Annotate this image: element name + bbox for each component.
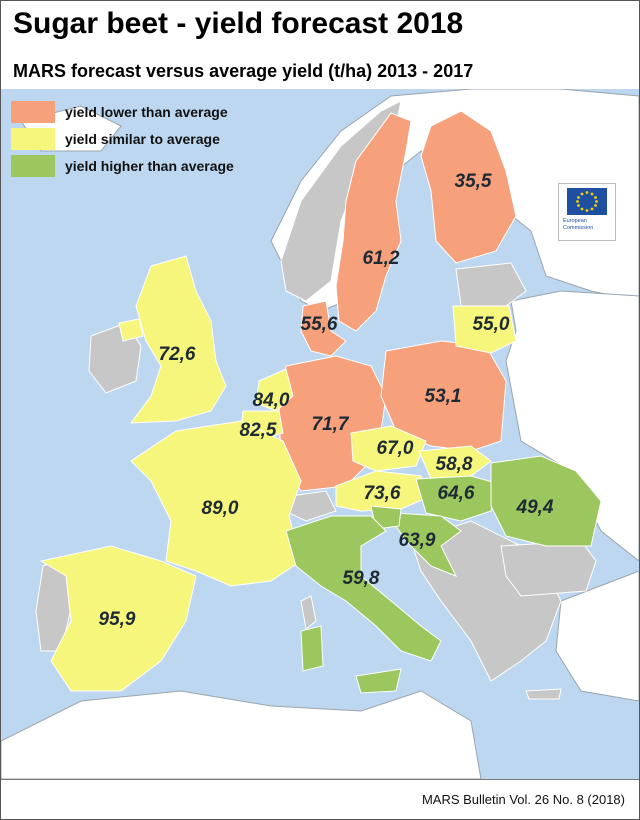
value-france: 89,0 [201,498,239,519]
country-croatia [395,512,462,577]
legend-item-similar: yield similar to average [11,128,220,150]
value-uk: 72,6 [158,344,196,365]
country-netherlands [255,368,294,412]
legend-label-higher: yield higher than average [65,158,234,174]
country-lithuania [452,305,517,354]
value-italy: 59,8 [342,568,380,589]
legend-label-lower: yield lower than average [65,104,228,120]
value-netherlands: 84,0 [252,390,290,411]
country-spain [39,545,197,692]
value-poland: 53,1 [424,386,462,407]
country-uk [129,255,227,424]
value-spain: 95,9 [98,609,136,630]
land-estonia-latvia [455,262,527,307]
value-sweden: 61,2 [362,248,400,269]
legend-label-similar: yield similar to average [65,131,220,147]
legend-swatch-higher [11,155,55,177]
country-finland [420,110,517,264]
country-romania [490,455,602,547]
value-belgium: 82,5 [239,420,277,441]
header: Sugar beet - yield forecast 2018 MARS fo… [1,1,639,89]
land-corsica [300,595,317,630]
map-subtitle: MARS forecast versus average yield (t/ha… [13,61,474,81]
land-bulgaria [500,540,597,597]
land-cyprus-crete [525,688,562,700]
value-romania: 49,4 [516,497,554,518]
country-czechia [350,425,427,472]
legend-swatch-similar [11,128,55,150]
country-hungary [415,475,497,522]
country-austria [335,470,432,512]
country-sicily [355,668,402,694]
country-sweden [335,112,412,332]
legend-item-higher: yield higher than average [11,155,234,177]
logo-text: European Commission [563,218,594,231]
value-lithuania: 55,0 [472,314,510,335]
map-title: Sugar beet - yield forecast 2018 [13,7,464,40]
value-finland: 35,5 [454,171,492,192]
value-czechia: 67,0 [376,438,414,459]
country-italy [285,515,442,662]
country-france [130,420,302,587]
value-denmark: 55,6 [300,314,338,335]
country-sardinia [300,625,324,672]
legend-item-lower: yield lower than average [11,101,228,123]
european-commission-logo: European Commission [558,183,616,241]
land-turkey [555,570,639,702]
land-north-africa [1,690,482,779]
value-croatia: 63,9 [398,530,436,551]
value-austria: 73,6 [363,483,401,504]
value-hungary: 64,6 [437,483,475,504]
value-germany: 71,7 [311,414,349,435]
europe-map [1,89,639,779]
country-slovakia [418,445,492,480]
country-northern-ireland [118,318,144,342]
footer-citation: MARS Bulletin Vol. 26 No. 8 (2018) [421,792,625,807]
legend-swatch-lower [11,101,55,123]
map-area: European Commission yield lower than ave… [1,89,639,779]
country-denmark [300,300,347,357]
eu-flag-icon [567,188,607,215]
value-slovakia: 58,8 [435,454,473,475]
footer: MARS Bulletin Vol. 26 No. 8 (2018) [1,779,639,819]
